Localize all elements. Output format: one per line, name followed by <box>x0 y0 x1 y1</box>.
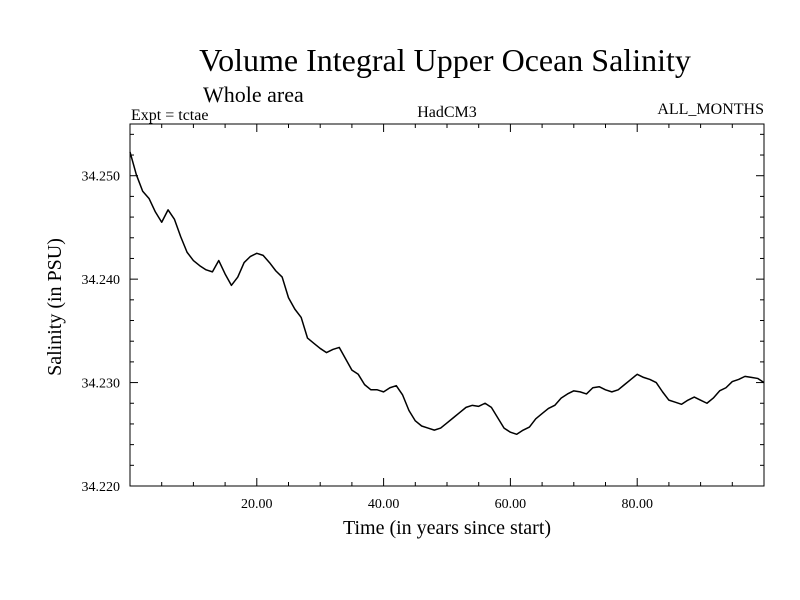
y-tick-label: 34.240 <box>82 273 121 288</box>
chart-subtitle: Whole area <box>203 82 304 107</box>
x-axis-ticks: 20.00 40.00 60.00 80.00 <box>161 124 733 512</box>
model-label: HadCM3 <box>417 104 477 121</box>
y-tick-label: 34.250 <box>82 170 121 185</box>
x-axis-label: Time (in years since start) <box>343 517 551 539</box>
x-tick-label: 40.00 <box>368 497 400 512</box>
y-tick-label: 34.220 <box>82 480 121 495</box>
expt-label: Expt = tctae <box>131 107 208 124</box>
series-layer <box>129 151 765 436</box>
months-label: ALL_MONTHS <box>657 101 764 118</box>
y-axis-label: Salinity (in PSU) <box>44 238 66 376</box>
salinity-series-line <box>129 151 765 436</box>
y-axis-ticks: 34.220 34.230 34.240 34.250 <box>82 133 764 495</box>
x-tick-label: 60.00 <box>495 497 527 512</box>
y-tick-label: 34.230 <box>82 377 121 392</box>
plot-frame <box>129 123 765 487</box>
chart-title: Volume Integral Upper Ocean Salinity <box>199 42 691 78</box>
x-tick-label: 20.00 <box>241 497 273 512</box>
x-tick-label: 80.00 <box>621 497 653 512</box>
